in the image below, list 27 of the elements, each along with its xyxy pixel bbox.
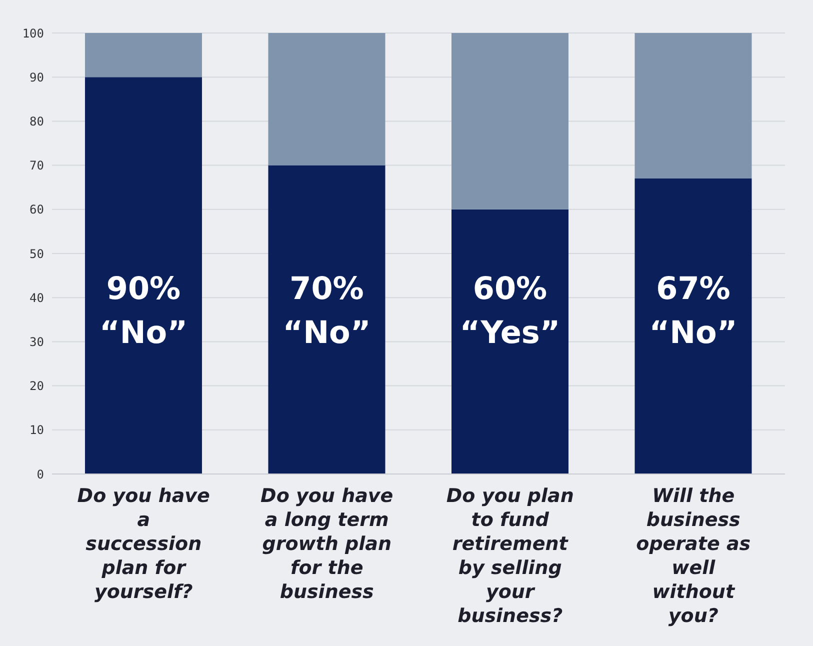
x-tick-label: Do you have a long term growth plan for the business [260, 485, 394, 603]
y-tick-label: 50 [30, 246, 44, 261]
data-label: 67% “No” [649, 271, 738, 351]
y-tick-label: 70 [30, 158, 44, 173]
bar [634, 178, 752, 474]
data-label: 90% “No” [99, 271, 188, 351]
bar [268, 33, 386, 166]
bar [268, 165, 386, 474]
bar [634, 33, 752, 179]
y-tick-label: 30 [30, 334, 44, 349]
bar [84, 77, 202, 474]
data-label: 70% “No” [282, 271, 371, 351]
y-tick-label: 80 [30, 114, 44, 128]
bar [451, 209, 568, 474]
y-tick-label: 40 [30, 290, 44, 305]
x-tick-label: Will the business operate as well without you? [636, 485, 751, 627]
y-tick-label: 0 [36, 467, 44, 482]
x-tick-label: Do you have a succession plan for yourself? [77, 485, 210, 603]
data-label: 60% “Yes” [460, 271, 560, 351]
bar [84, 33, 202, 78]
y-tick-label: 20 [30, 379, 44, 394]
y-tick-label: 100 [22, 26, 44, 40]
y-tick-label: 10 [30, 423, 44, 438]
y-tick-label: 60 [30, 202, 44, 217]
x-tick-label: Do you plan to fund retirement by selling your business? [446, 485, 574, 627]
y-tick-label: 90 [30, 70, 44, 84]
bar [451, 33, 568, 210]
